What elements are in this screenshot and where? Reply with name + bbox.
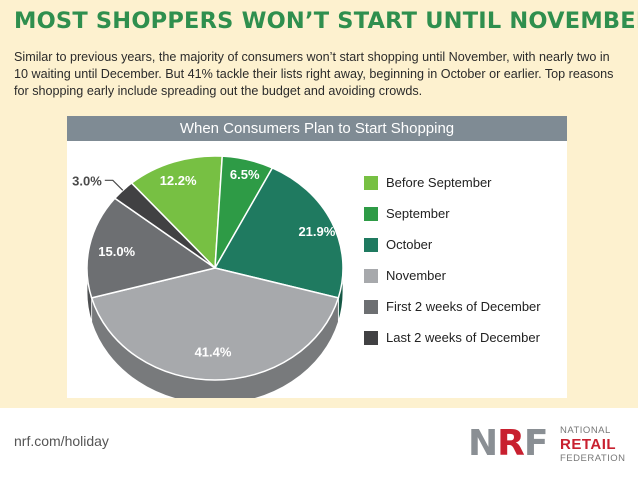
legend-label: First 2 weeks of December	[386, 299, 541, 314]
headline: MOST SHOPPERS WON’T START UNTIL NOVEMBER	[14, 8, 638, 34]
legend-label: Last 2 weeks of December	[386, 330, 540, 345]
value-label-4: 15.0%	[98, 244, 135, 259]
legend-label: Before September	[386, 175, 492, 190]
pie-slice-4	[86, 197, 217, 299]
footer: nrf.com/holiday NRF NATIONAL RETAIL FEDE…	[0, 408, 638, 479]
value-label-5: 3.0%	[72, 173, 102, 188]
pie-slice-2	[213, 166, 344, 299]
nrf-logo: NRF NATIONAL RETAIL FEDERATION	[468, 422, 628, 466]
nrf-logo-letters: NRF	[468, 423, 548, 464]
pie-slice-3	[90, 267, 340, 381]
nrf-logo-line2: RETAIL	[560, 436, 617, 453]
value-label-2: 21.9%	[298, 224, 335, 239]
leader-line-5	[104, 179, 124, 191]
pie-slice-5	[113, 182, 216, 269]
nrf-logo-words: NATIONAL RETAIL FEDERATION	[560, 425, 626, 465]
legend-swatch	[364, 331, 378, 345]
legend-swatch	[364, 207, 378, 221]
legend-label: October	[386, 237, 433, 252]
value-label-1: 6.5%	[230, 167, 260, 182]
nrf-logo-line1: NATIONAL	[560, 425, 611, 436]
value-label-0: 12.2%	[160, 173, 197, 188]
footer-url[interactable]: nrf.com/holiday	[14, 433, 109, 449]
legend-swatch	[364, 269, 378, 283]
value-label-3: 41.4%	[195, 345, 232, 360]
pie-slice-0	[130, 155, 224, 270]
legend-swatch	[364, 238, 378, 252]
legend-label: September	[386, 206, 450, 221]
legend-swatch	[364, 176, 378, 190]
chart-title: When Consumers Plan to Start Shopping	[67, 116, 567, 141]
chart-panel: 12.2% 6.5% 21.9% 41.4% 15.0% 3.0% When Consum…	[67, 116, 567, 398]
pie-chart: 12.2% 6.5% 21.9% 41.4% 15.0% 3.0%	[72, 155, 344, 398]
legend-swatch	[364, 300, 378, 314]
legend-label: November	[386, 268, 446, 283]
nrf-logo-line3: FEDERATION	[560, 453, 626, 464]
subtitle: Similar to previous years, the majority …	[14, 50, 614, 98]
